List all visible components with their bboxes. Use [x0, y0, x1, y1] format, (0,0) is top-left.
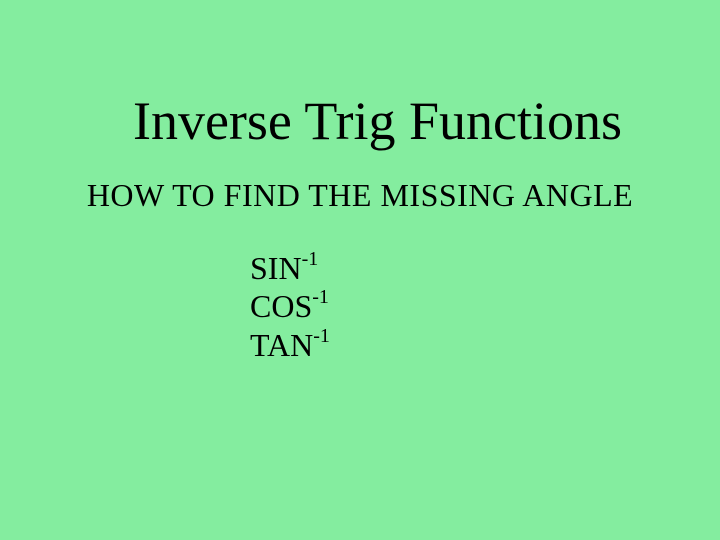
function-name: COS [250, 287, 312, 325]
function-exponent: -1 [313, 324, 330, 348]
slide-container: Inverse Trig Functions HOW TO FIND THE M… [0, 0, 720, 540]
function-item: TAN -1 [250, 326, 720, 364]
function-exponent: -1 [302, 247, 319, 271]
function-name: TAN [250, 326, 313, 364]
slide-title: Inverse Trig Functions [35, 90, 720, 152]
function-name: SIN [250, 249, 302, 287]
function-item: COS -1 [250, 287, 720, 325]
function-exponent: -1 [312, 285, 329, 309]
function-item: SIN -1 [250, 249, 720, 287]
slide-subtitle: HOW TO FIND THE MISSING ANGLE [0, 177, 720, 214]
functions-list: SIN -1 COS -1 TAN -1 [250, 249, 720, 364]
